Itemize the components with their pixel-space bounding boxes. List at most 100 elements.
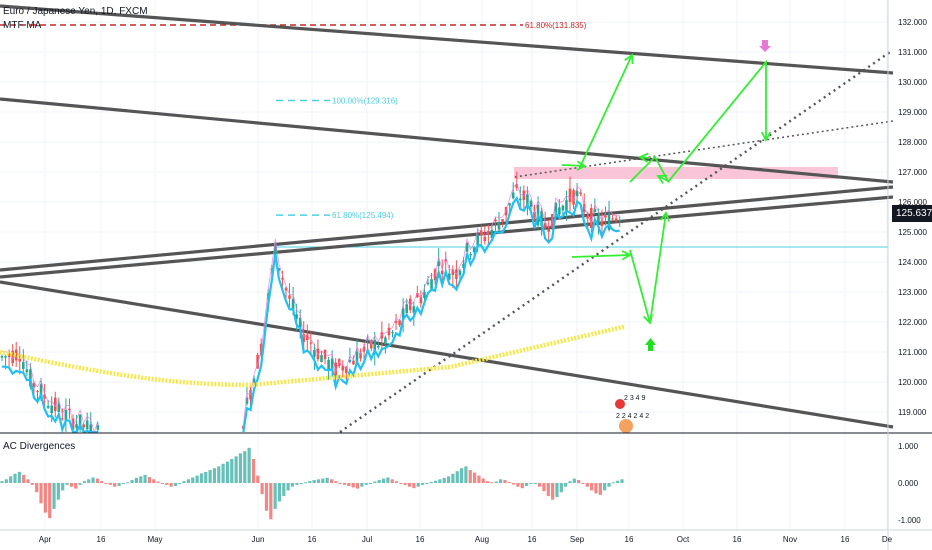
- ac-bar: [342, 483, 347, 485]
- ac-bar: [204, 471, 208, 483]
- ac-bar: [611, 482, 615, 484]
- ac-bar: [303, 482, 308, 484]
- ac-bar: [377, 480, 381, 483]
- ac-bar: [195, 475, 199, 483]
- candle-body: [479, 230, 483, 235]
- ac-bar: [277, 483, 282, 502]
- candle-body: [590, 208, 593, 228]
- ac-bar: [43, 483, 47, 513]
- ac-bar: [17, 471, 21, 483]
- arrow-head: [656, 174, 668, 184]
- y-tick-label: 131.000: [898, 48, 927, 57]
- candle-body: [529, 200, 533, 207]
- ac-bar: [165, 483, 169, 485]
- ac-bar: [516, 483, 520, 487]
- ac-bar: [555, 483, 559, 498]
- ac-bar: [442, 477, 446, 483]
- y-tick-label: 125.000: [898, 228, 927, 237]
- trend-line: [0, 4, 894, 75]
- candle-body: [256, 354, 259, 369]
- x-tick-label: 16: [528, 535, 537, 544]
- ac-bar: [351, 483, 355, 488]
- x-tick-label: 16: [308, 535, 317, 544]
- ac-bar: [360, 483, 364, 487]
- x-tick-label: Jul: [362, 535, 372, 544]
- ac-bar: [485, 481, 490, 483]
- candle-body: [57, 403, 61, 413]
- ac-bar: [56, 483, 60, 500]
- candle-body: [330, 358, 334, 372]
- arrow-head: [638, 152, 649, 163]
- ac-bar: [598, 483, 602, 495]
- candle-body: [78, 414, 82, 429]
- ac-bar: [230, 458, 234, 483]
- ac-bar: [286, 483, 290, 491]
- ac-bar: [139, 476, 143, 483]
- event-label: 2 3 4 9: [624, 395, 646, 402]
- candle-body: [419, 296, 423, 304]
- ac-bar: [82, 481, 86, 483]
- ac-bar: [95, 478, 99, 483]
- ac-bar: [65, 483, 69, 485]
- candle-body: [25, 369, 29, 373]
- x-tick-label: De: [882, 535, 893, 544]
- ac-bar: [156, 481, 160, 483]
- ac-bar: [425, 483, 429, 484]
- candle-body: [501, 219, 504, 222]
- candle-body: [465, 243, 469, 252]
- ac-bar: [468, 470, 472, 483]
- projection-arrow: [629, 155, 671, 184]
- candle-body: [352, 360, 355, 365]
- x-tick-label: 16: [97, 535, 106, 544]
- candle-body: [309, 342, 313, 344]
- ac-bar: [130, 480, 134, 483]
- candle-body: [401, 308, 405, 320]
- ac-bar: [373, 481, 377, 483]
- ac-bar: [368, 483, 373, 484]
- candle-body: [384, 337, 387, 344]
- x-tick-label: 16: [416, 535, 425, 544]
- ac-bar: [87, 479, 91, 483]
- candle-body: [53, 397, 57, 411]
- x-tick-label: 16: [625, 535, 634, 544]
- ac-bar: [282, 483, 286, 496]
- candle-body: [306, 334, 309, 341]
- ac-bar: [299, 483, 303, 484]
- ac-bar: [221, 463, 225, 483]
- candle-body: [61, 418, 64, 420]
- ac-bar: [529, 483, 533, 484]
- ac-bar: [577, 480, 581, 483]
- candle-body: [462, 263, 465, 269]
- candle-body: [277, 268, 281, 271]
- candle-body: [519, 198, 522, 201]
- candle-body: [600, 220, 604, 227]
- candle-body: [291, 298, 295, 310]
- candle-body: [380, 332, 384, 339]
- x-tick-label: Sep: [570, 535, 585, 544]
- candle-body: [298, 317, 302, 328]
- trend-line: [0, 97, 894, 184]
- y-tick-label: 121.000: [898, 348, 927, 357]
- candle-body: [36, 391, 39, 393]
- ac-bar: [546, 483, 550, 496]
- candle-body: [408, 298, 412, 311]
- ac-divergence-bars: [0, 447, 624, 520]
- ac-bar: [472, 472, 477, 483]
- ac-bar: [329, 479, 334, 483]
- candle-body: [394, 321, 398, 323]
- ac-bar: [238, 453, 243, 483]
- projection-arrow: [629, 249, 651, 324]
- up-marker-icon: [645, 338, 656, 351]
- candle-body: [82, 424, 85, 428]
- candle-body: [440, 270, 444, 275]
- projection-arrow: [571, 254, 631, 258]
- candle-body: [387, 327, 391, 336]
- arrow-head: [659, 211, 670, 222]
- ac-bar: [256, 475, 260, 483]
- candle-body: [373, 339, 377, 353]
- candle-body: [39, 384, 43, 398]
- ac-bar: [390, 479, 394, 483]
- ac-bar: [104, 483, 108, 484]
- candle-body: [540, 211, 543, 227]
- dotted-trend-line: [339, 49, 894, 433]
